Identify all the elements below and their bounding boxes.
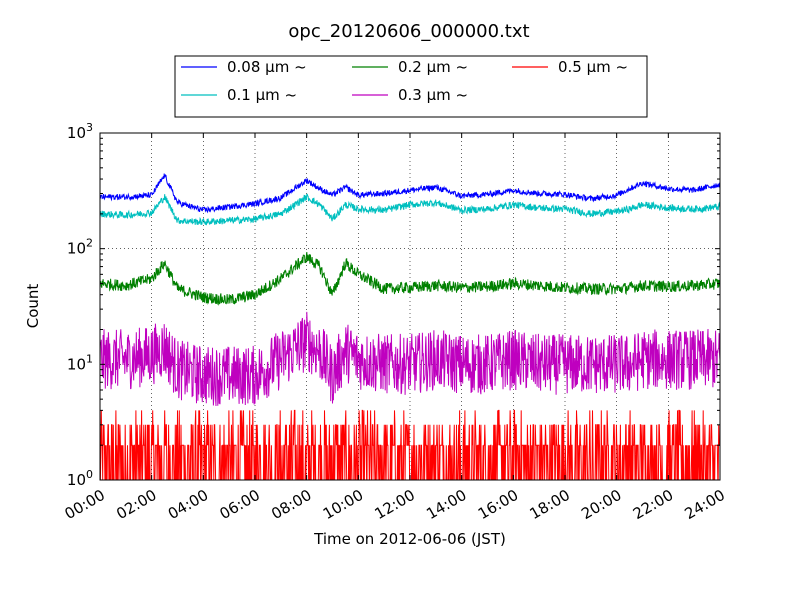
legend-label: 0.2 μm ~ [398, 58, 468, 76]
legend-label: 0.08 μm ~ [227, 58, 307, 76]
legend: 0.08 μm ~ 0.1 μm ~ 0.2 μm ~ 0.3 μm ~ 0.5 μm … [174, 55, 648, 118]
y-axis-label: Count [24, 284, 42, 329]
x-axis-label: Time on 2012-06-06 (JST) [313, 530, 506, 548]
y-tick-labels: 100 101 102 103 [67, 121, 93, 489]
series-line [100, 173, 720, 214]
series-line [100, 409, 720, 480]
y-tick-label: 102 [67, 237, 93, 258]
series-layer [100, 173, 720, 480]
legend-label: 0.1 μm ~ [227, 86, 297, 104]
chart-title: opc_20120606_000000.txt [288, 21, 529, 42]
y-tick-label: 103 [67, 121, 93, 142]
legend-label: 0.3 μm ~ [398, 86, 468, 104]
series-line [100, 251, 720, 306]
legend-frame [174, 55, 648, 118]
legend-label: 0.5 μm ~ [558, 58, 628, 76]
y-tick-label: 100 [67, 468, 93, 489]
y-tick-label: 101 [67, 352, 93, 373]
ticks [99, 132, 721, 481]
legend-entries: 0.08 μm ~ 0.1 μm ~ 0.2 μm ~ 0.3 μm ~ 0.5 μm … [181, 58, 628, 104]
series-line [100, 311, 720, 407]
series-line [100, 193, 720, 226]
